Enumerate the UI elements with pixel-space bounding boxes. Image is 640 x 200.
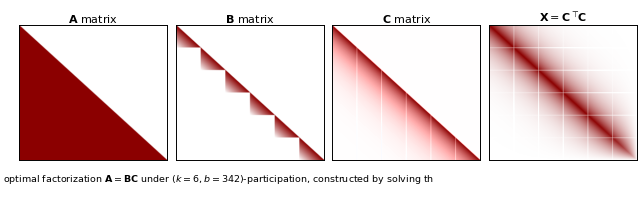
Title: $\mathbf{A}$ matrix: $\mathbf{A}$ matrix: [68, 13, 118, 25]
Text: optimal factorization $\mathbf{A} = \mathbf{BC}$ under $(k{=}6, b{=}342)$-partic: optimal factorization $\mathbf{A} = \mat…: [3, 172, 435, 185]
Title: $\mathbf{C}$ matrix: $\mathbf{C}$ matrix: [381, 13, 431, 25]
Title: $\mathbf{B}$ matrix: $\mathbf{B}$ matrix: [225, 13, 275, 25]
Title: $\mathbf{X} = \mathbf{C}^\top\!\mathbf{C}$: $\mathbf{X} = \mathbf{C}^\top\!\mathbf{C…: [539, 11, 587, 25]
